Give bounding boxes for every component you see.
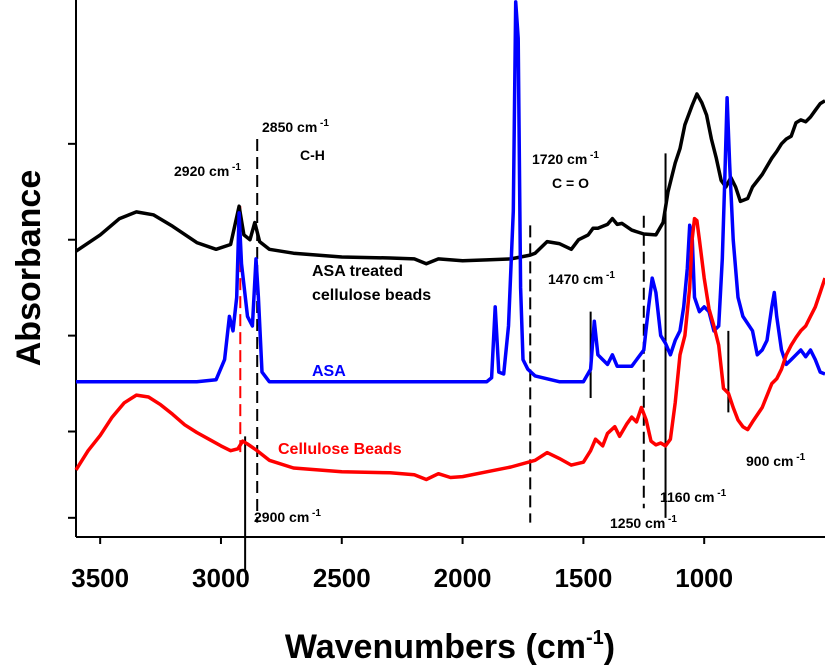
x-axis-title-close: ) bbox=[604, 628, 615, 666]
annotation-a1720b: C = O bbox=[552, 175, 589, 191]
series-line-0 bbox=[75, 92, 825, 266]
x-tick-label-2500: 2500 bbox=[313, 563, 371, 593]
series-label-asa: ASA bbox=[312, 363, 346, 380]
annotation-a900: 900 cm -1 bbox=[746, 452, 806, 469]
series-label-cellulose-beads: Cellulose Beads bbox=[278, 441, 402, 458]
series-label-asa-treated-line2: cellulose beads bbox=[312, 287, 431, 304]
annotation-a2850: 2850 cm -1 bbox=[262, 118, 329, 135]
annotation-a1470: 1470 cm -1 bbox=[548, 270, 615, 287]
annotation-a1720: 1720 cm -1 bbox=[532, 150, 599, 167]
peak-marker-lines bbox=[239, 139, 730, 571]
annotation-a2850b: C-H bbox=[300, 147, 325, 163]
x-tick-label-1500: 1500 bbox=[554, 563, 612, 593]
annotation-a1160: 1160 cm -1 bbox=[660, 488, 727, 505]
chart-labels: ASA treated cellulose beads ASA Cellulos… bbox=[278, 263, 431, 458]
x-axis-ticks: 3500 3000 2500 2000 1500 1000 bbox=[71, 537, 733, 593]
y-axis-title: Absorbance bbox=[10, 170, 48, 367]
series-line-2 bbox=[74, 216, 825, 482]
x-tick-label-1000: 1000 bbox=[675, 563, 733, 593]
series-label-asa-treated-line1: ASA treated bbox=[312, 263, 403, 280]
x-axis-title-main: Wavenumbers (cm bbox=[285, 628, 586, 666]
series-line-1 bbox=[76, 0, 825, 384]
annotation-a1250: 1250 cm -1 bbox=[610, 514, 677, 531]
peak-annotations: 2920 cm -1 2850 cm -1 C-H 1720 cm -1 C = O 14… bbox=[174, 118, 806, 531]
x-axis-title: Wavenumbers (cm-1) bbox=[285, 627, 615, 666]
x-axis-title-sup: -1 bbox=[586, 627, 604, 649]
axes: 3500 3000 2500 2000 1500 1000 bbox=[68, 0, 825, 593]
annotation-a2900: 2900 cm -1 bbox=[254, 508, 321, 525]
x-tick-label-2000: 2000 bbox=[434, 563, 492, 593]
y-axis-ticks bbox=[68, 142, 76, 519]
x-tick-label-3000: 3000 bbox=[192, 563, 250, 593]
x-tick-label-3500: 3500 bbox=[71, 563, 129, 593]
annotation-a2920: 2920 cm -1 bbox=[174, 162, 241, 179]
spectrum-series bbox=[74, 0, 825, 482]
